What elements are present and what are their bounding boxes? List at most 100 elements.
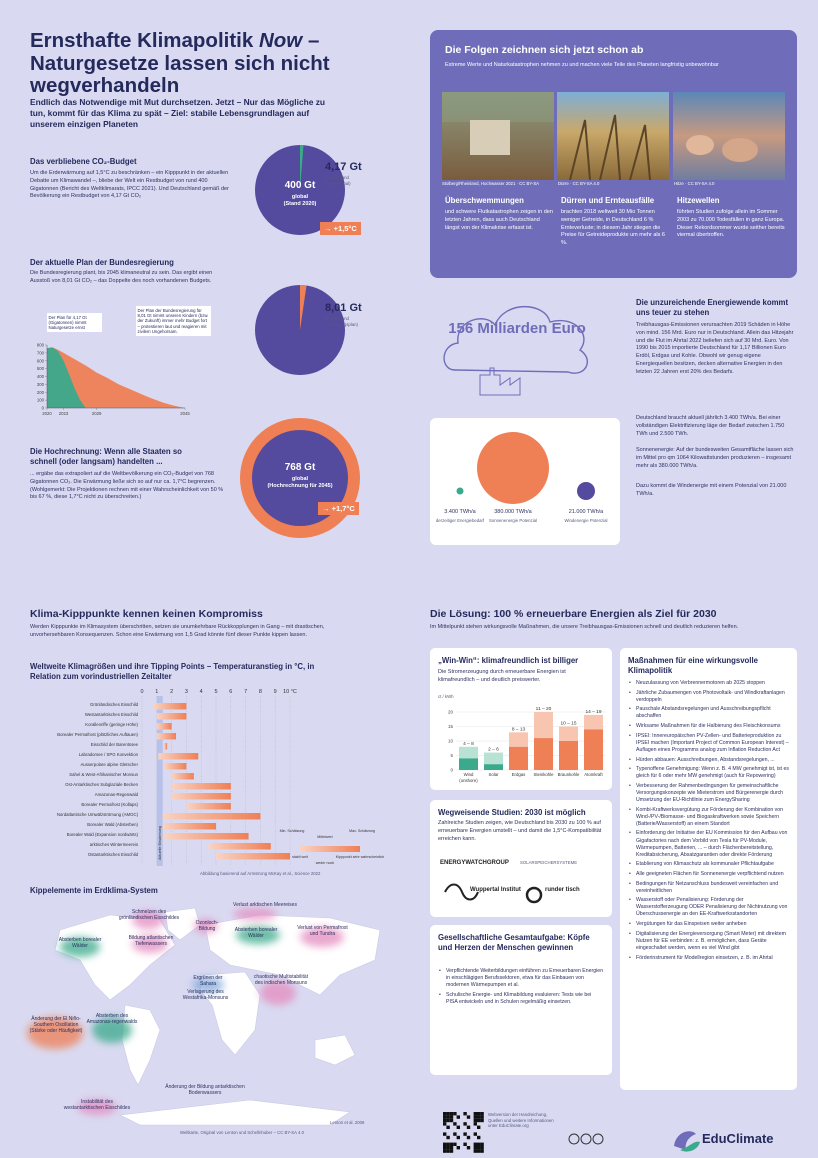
- paragraph: Werden Kipppunkte im Klimasystem übersch…: [30, 624, 325, 638]
- budget-value: 8,01 Gt: [325, 302, 362, 314]
- shape: [300, 927, 344, 947]
- map-label: Absterben borealer Wälder: [58, 937, 102, 949]
- qr-cell: [463, 1122, 467, 1126]
- cost-amount: 156 Milliarden Euro: [448, 320, 586, 337]
- qr-cell: [456, 1135, 460, 1140]
- shape: [77, 1099, 117, 1115]
- qr-cell: [446, 1142, 450, 1146]
- bar-range: [534, 712, 553, 739]
- section-heading: Der aktuelle Plan der Bundesregierung: [30, 258, 174, 267]
- range-bar: [156, 713, 187, 720]
- card-title: Gesellschaftliche Gesamtaufgabe: Köpfe u…: [438, 933, 590, 952]
- pie-label: global: [291, 194, 309, 200]
- x-tick-label: Erdgas: [511, 772, 526, 777]
- title-part: Ernsthafte Klimapolitik: [30, 29, 259, 52]
- factory-icon: [479, 367, 521, 396]
- bullet: Wirksame Maßnahmen für die Halbierung de…: [628, 723, 790, 730]
- y-tick-label: 600: [37, 358, 45, 363]
- shape: [260, 981, 296, 1005]
- photo-drought: [557, 92, 669, 180]
- map-regions: [27, 908, 344, 1115]
- map-label: Schmelzen des grönländischen Eisschildes: [118, 909, 180, 921]
- row-label: Borealer Permafrost (plötzliches Auftaue…: [57, 732, 138, 737]
- y-tick-label: 10: [448, 739, 454, 744]
- row-label: Grönländisches Eisschild: [89, 702, 138, 707]
- map-label: Verlagerung des Westafrika-Monsuns: [182, 989, 229, 1001]
- title: Ernsthafte Klimapolitik Now – Naturgeset…: [30, 29, 330, 98]
- bullet: Etablierung von Klimaschutz als kommunal…: [628, 861, 790, 868]
- qr-cell: [446, 1135, 450, 1140]
- x-tick-label: 10 °C: [283, 689, 297, 695]
- x-tick-label: 1: [155, 689, 158, 695]
- bullet: Kombi-Kraftwerksvergütung zur Förderung …: [628, 807, 790, 828]
- bar: [559, 741, 578, 770]
- shape: [27, 1017, 83, 1049]
- license-icon: [568, 1133, 580, 1145]
- qr-cell: [473, 1142, 477, 1146]
- x-tick-label: 2: [170, 689, 173, 695]
- row-label: Westantarktisches Eisschild: [84, 712, 138, 717]
- qr-cell: [477, 1142, 481, 1146]
- qr-cell: [480, 1146, 484, 1150]
- range-bar: [216, 853, 290, 860]
- range-bar: [164, 833, 249, 840]
- footer-text: Webversion der Handreichung, Quellen und…: [488, 1112, 554, 1129]
- logo-icon: [444, 883, 479, 901]
- y-tick-label: 5: [450, 753, 453, 758]
- annotation: Der Plan für 4,17 Gt (Gigatonnen) nimmt …: [47, 313, 102, 333]
- qr-cell: [443, 1149, 447, 1153]
- title-part: – Naturgesetze lassen sich nicht wegverh…: [30, 29, 330, 98]
- photo-detail: [442, 92, 554, 122]
- qr-cell: [480, 1142, 484, 1146]
- map-label: Absterben des Amazonas-regenwalds: [86, 1013, 138, 1025]
- qr-cell: [446, 1115, 450, 1119]
- value-label: 11 – 20: [536, 706, 552, 712]
- qr-cell: [449, 1112, 454, 1116]
- qr-cell: [449, 1115, 454, 1119]
- section-heading: Das verbliebene CO₂-Budget: [30, 157, 137, 166]
- bar: [484, 764, 503, 770]
- x-tick-label: 7: [244, 689, 247, 695]
- paragraph: Sonnenenergie: Auf der bundesweiten Gesa…: [636, 447, 794, 469]
- value-label: 8 – 13: [512, 726, 526, 732]
- photo-caption: Dürre · CC BY-SA 4.0: [558, 181, 600, 186]
- range-bar: [171, 793, 231, 800]
- photo-detail: [470, 120, 510, 155]
- qr-cell: [453, 1132, 457, 1136]
- qr-cell: [473, 1122, 477, 1126]
- value-label: 14 – 19: [585, 709, 601, 715]
- potential-label: derzeitiger Energiebedarf: [435, 518, 485, 523]
- bullet: Hürden abbauen: Ausschreibungen, Abstand…: [628, 757, 790, 764]
- range-bar: [162, 823, 216, 830]
- card-title: „Win-Win“: klimafreundlich ist billiger: [438, 656, 579, 665]
- current-warming: [156, 696, 163, 866]
- qr-cell: [463, 1112, 467, 1116]
- card: [430, 800, 612, 917]
- potential-value: 380.000 TWh/a: [494, 509, 532, 515]
- pie-label: (Stand 2020): [283, 201, 317, 207]
- qr-cell: [453, 1142, 457, 1146]
- bar: [459, 758, 478, 770]
- x-tick-label: 3: [185, 689, 188, 695]
- y-tick-label: 800: [37, 343, 45, 348]
- area: [47, 347, 86, 408]
- x-tick-label: 5: [214, 689, 217, 695]
- column-heading: Dürren und Ernteausfälle: [561, 196, 655, 205]
- column-text: führten Studien zufolge allein im Sommer…: [677, 209, 785, 239]
- budget-label: (Regierungsplan): [325, 322, 358, 327]
- chart-title: Weltweite Klimagrößen und ihre Tipping P…: [30, 662, 315, 681]
- y-tick-label: 500: [37, 366, 45, 371]
- qr-cell: [443, 1142, 447, 1146]
- y-tick-label: 400: [37, 374, 45, 379]
- qr-cell: [480, 1115, 484, 1119]
- photo-detail: [569, 114, 651, 181]
- qr-cell: [473, 1149, 477, 1153]
- qr-cell: [453, 1112, 457, 1116]
- bullet: Verbesserung der Rahmenbedingungen für g…: [628, 783, 790, 804]
- shape: [132, 935, 168, 953]
- qr-cell: [443, 1122, 447, 1126]
- budget-label: (proportional): [325, 181, 351, 186]
- legend-label: stabil weit: [292, 855, 308, 859]
- bullet: Jährliche Zubaumengen von Photovoltaik- …: [628, 690, 790, 704]
